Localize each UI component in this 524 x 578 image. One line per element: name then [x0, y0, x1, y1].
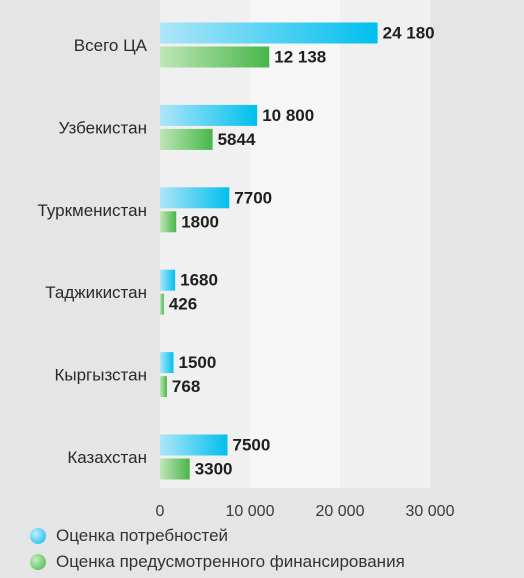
value-label-funding-3: 426 — [169, 295, 197, 314]
legend-item-funding: Оценка предусмотренного финансирования — [30, 552, 405, 572]
category-label-4: Кыргызстан — [54, 366, 147, 385]
bar-funding-1 — [160, 128, 213, 150]
category-label-3: Таджикистан — [45, 283, 147, 302]
value-label-needs-1: 10 800 — [262, 106, 314, 125]
bar-funding-3 — [160, 293, 164, 315]
value-label-funding-1: 5844 — [218, 130, 256, 149]
value-label-needs-3: 1680 — [180, 271, 218, 290]
legend-label-funding: Оценка предусмотренного финансирования — [56, 552, 405, 571]
x-tick-label-2: 20 000 — [316, 503, 365, 520]
value-label-funding-0: 12 138 — [274, 47, 326, 66]
bar-needs-5 — [160, 434, 228, 456]
x-tick-label-0: 0 — [156, 503, 165, 520]
x-tick-label-1: 10 000 — [226, 503, 275, 520]
value-label-funding-5: 3300 — [195, 459, 233, 478]
x-tick-label-3: 30 000 — [406, 503, 455, 520]
category-label-1: Узбекистан — [59, 118, 147, 137]
bar-needs-3 — [160, 269, 176, 291]
legend-item-needs: Оценка потребностей — [30, 526, 228, 546]
bar-needs-1 — [160, 104, 258, 126]
grid-band-2 — [340, 0, 430, 488]
value-label-needs-2: 7700 — [234, 188, 272, 207]
legend-label-needs: Оценка потребностей — [56, 526, 229, 545]
value-label-needs-4: 1500 — [179, 353, 217, 372]
bar-funding-4 — [160, 376, 167, 398]
value-label-funding-4: 768 — [172, 377, 200, 396]
bar-needs-4 — [160, 352, 174, 374]
bar-needs-0 — [160, 22, 378, 44]
legend-swatch-needs — [30, 528, 46, 544]
bar-needs-2 — [160, 187, 230, 209]
value-label-funding-2: 1800 — [181, 212, 219, 231]
bar-funding-5 — [160, 458, 190, 480]
legend-swatch-funding — [30, 554, 46, 570]
category-label-2: Туркменистан — [37, 201, 147, 220]
bar-funding-2 — [160, 211, 177, 233]
value-label-needs-0: 24 180 — [383, 23, 435, 42]
grid-band-0 — [160, 0, 250, 488]
category-label-0: Всего ЦА — [74, 36, 148, 55]
category-label-5: Казахстан — [67, 448, 147, 467]
grid-band-1 — [250, 0, 340, 488]
bar-funding-0 — [160, 46, 270, 68]
value-label-needs-5: 7500 — [233, 435, 271, 454]
